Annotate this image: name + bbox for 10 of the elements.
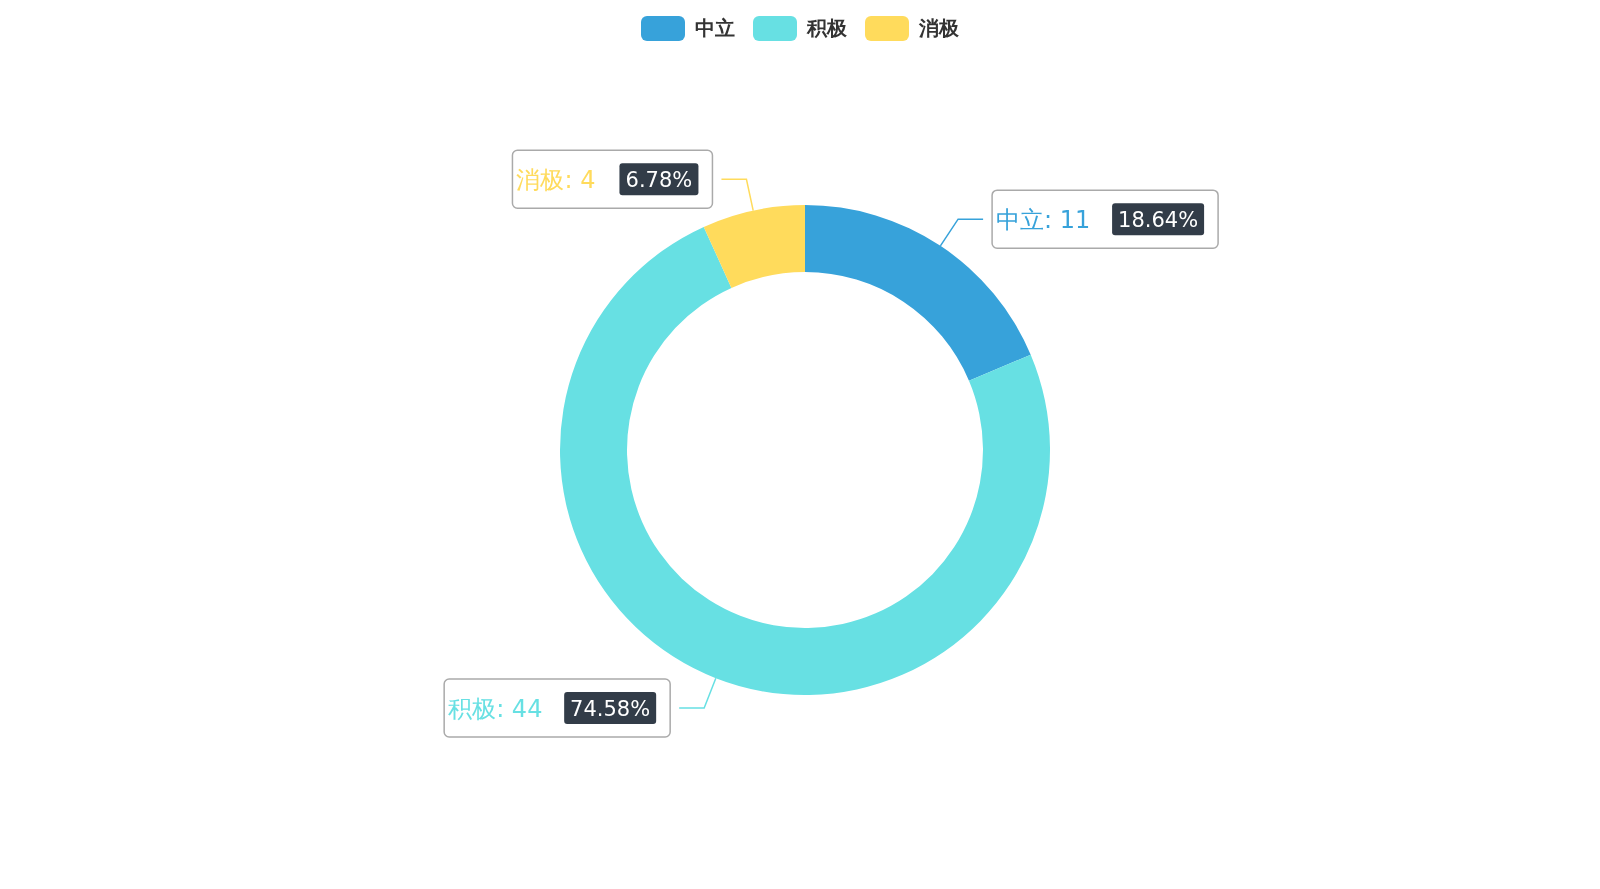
- legend-label: 积极: [807, 14, 847, 42]
- text: 中立: 11: [996, 206, 1091, 235]
- data-label: 18.64%: [1118, 208, 1199, 233]
- data-label: 6.78%: [625, 168, 693, 193]
- data-label: 74.58%: [570, 696, 651, 721]
- text: 消极: 4: [516, 166, 596, 195]
- legend-label: 消极: [919, 14, 959, 42]
- legend-label: 中立: [695, 14, 735, 42]
- donut-slice: [703, 205, 805, 288]
- text: 积极: 44: [448, 694, 543, 723]
